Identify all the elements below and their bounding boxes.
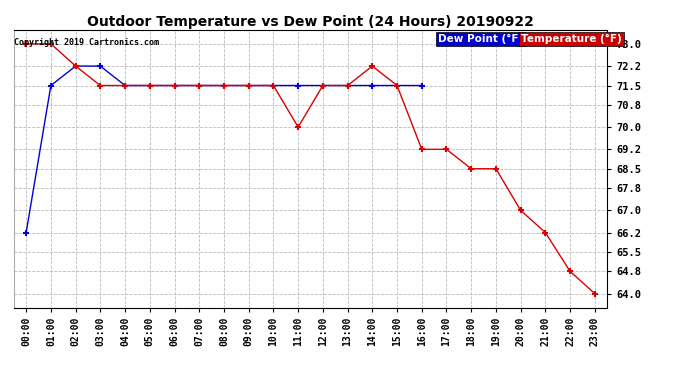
Text: Copyright 2019 Cartronics.com: Copyright 2019 Cartronics.com xyxy=(14,38,159,47)
Title: Outdoor Temperature vs Dew Point (24 Hours) 20190922: Outdoor Temperature vs Dew Point (24 Hou… xyxy=(87,15,534,29)
Text: Dew Point (°F): Dew Point (°F) xyxy=(438,34,523,44)
Text: Temperature (°F): Temperature (°F) xyxy=(521,34,622,44)
